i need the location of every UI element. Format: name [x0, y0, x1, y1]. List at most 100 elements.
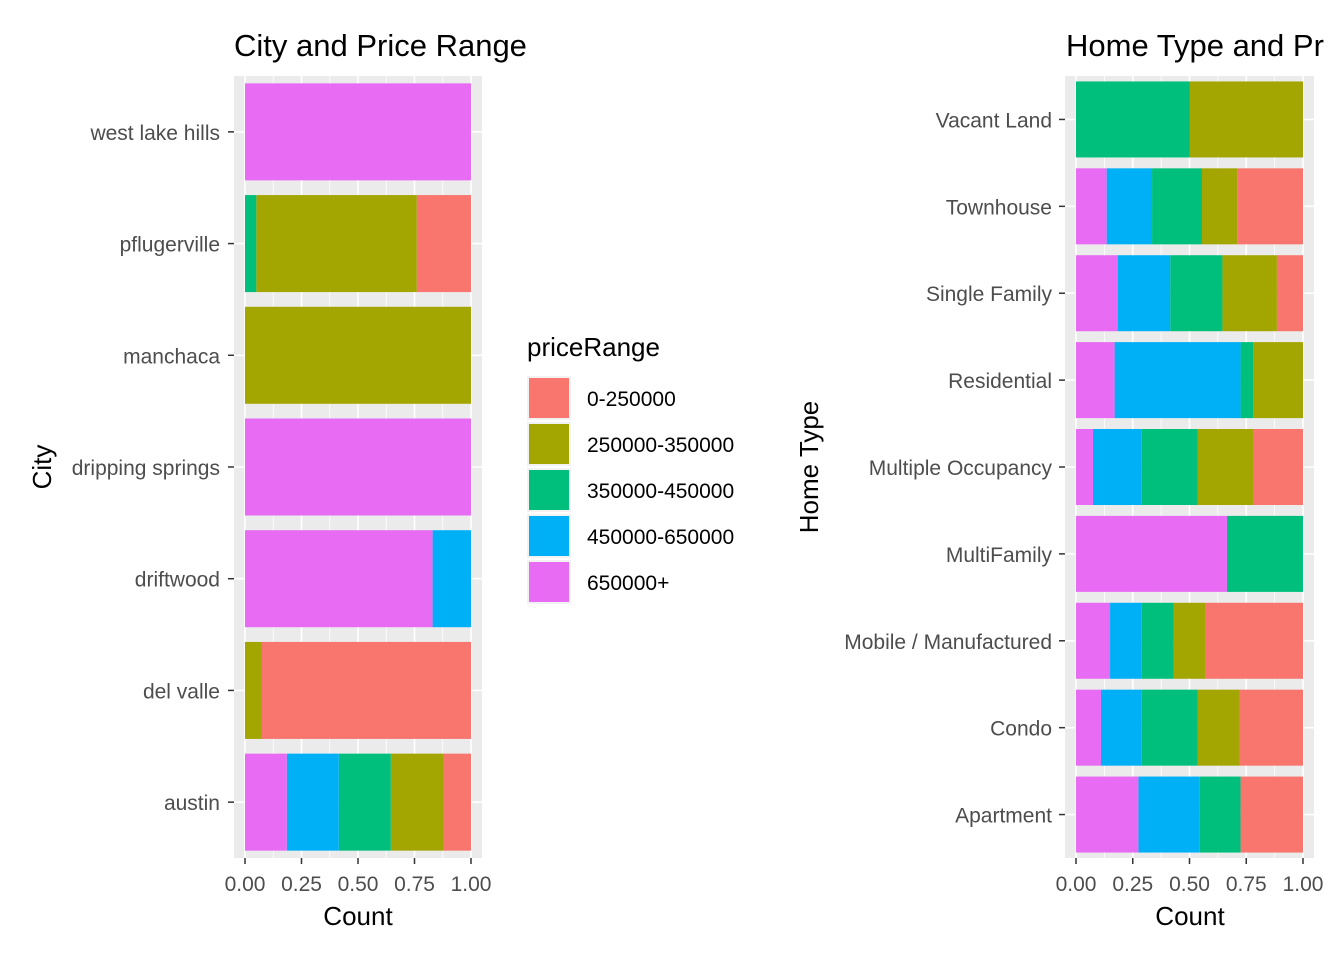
bar-segment: [1170, 255, 1223, 332]
legend-title: priceRange: [527, 332, 660, 362]
x-tick-label: 0.25: [281, 873, 322, 896]
y-tick-label: Residential: [948, 370, 1052, 393]
bar-segment: [1240, 342, 1254, 419]
bar-segment: [1117, 255, 1171, 332]
panel-city: City and Price Range Count City 0.00 0.25…: [27, 28, 527, 931]
x-tick-label: 0.25: [1112, 873, 1153, 896]
axes-city: 0.00 0.25 0.50 0.75 1.00 austin del valle drift…: [72, 122, 492, 896]
bar-segment: [1253, 342, 1303, 419]
bar-segment: [1110, 602, 1142, 679]
y-tick-label: austin: [164, 792, 220, 815]
bar-segment: [1141, 602, 1174, 679]
y-tick-label: Single Family: [926, 283, 1053, 306]
bars-city: [245, 83, 471, 851]
bar-segment: [256, 195, 417, 293]
bar-segment: [1106, 168, 1153, 245]
y-tick-label: Vacant Land: [936, 109, 1052, 132]
x-axis-title-hometype: Count: [1155, 901, 1225, 931]
chart-title-hometype: Home Type and Pr: [1066, 28, 1324, 63]
bar-segment: [1076, 81, 1190, 158]
bar-segment: [443, 753, 471, 851]
bar-segment: [1076, 689, 1101, 766]
bar-segment: [1197, 689, 1240, 766]
y-tick-label: Multiple Occupancy: [869, 457, 1053, 480]
legend-swatch-4: [529, 562, 569, 602]
y-tick-label: driftwood: [135, 569, 220, 592]
bars-hometype: [1076, 81, 1303, 853]
x-axis-title-city: Count: [323, 901, 393, 931]
panel-hometype: Home Type and Pr Count Home Type 0.00 0.2…: [794, 28, 1324, 931]
bar-segment: [1237, 168, 1303, 245]
axes-hometype: 0.00 0.25 0.50 0.75 1.00 Apartment Condo Mobile…: [844, 109, 1323, 896]
bar-segment: [390, 753, 444, 851]
bar-segment: [1141, 429, 1198, 505]
bar-segment: [1093, 429, 1142, 505]
bar-segment: [416, 195, 471, 293]
bar-segment: [245, 530, 433, 628]
bar-segment: [1152, 168, 1202, 245]
x-tick-label: 0.00: [1056, 873, 1097, 896]
bar-segment: [1076, 168, 1107, 245]
bar-segment: [432, 530, 471, 628]
bar-segment: [1222, 255, 1277, 332]
y-tick-label: pflugerville: [120, 234, 220, 257]
bar-segment: [245, 641, 262, 739]
bar-segment: [1253, 429, 1303, 505]
bar-segment: [245, 195, 257, 293]
bar-segment: [245, 753, 287, 851]
legend-label-0: 0-250000: [587, 388, 676, 411]
y-tick-label: west lake hills: [89, 122, 220, 145]
bar-segment: [1114, 342, 1241, 419]
bar-segment: [1240, 776, 1303, 853]
x-tick-label: 0.75: [1226, 873, 1267, 896]
bar-segment: [1076, 255, 1118, 332]
y-tick-label: Condo: [990, 718, 1052, 741]
legend-label-2: 350000-450000: [587, 480, 734, 503]
bar-segment: [1076, 429, 1094, 505]
legend-label-4: 650000+: [587, 572, 669, 595]
bar-segment: [1076, 515, 1227, 592]
chart-title-city: City and Price Range: [234, 28, 527, 63]
x-tick-label: 1.00: [1283, 873, 1324, 896]
y-tick-label: del valle: [143, 680, 220, 703]
y-tick-label: Mobile / Manufactured: [844, 631, 1052, 654]
bar-segment: [1201, 168, 1238, 245]
y-tick-label: manchaca: [123, 345, 220, 368]
bar-segment: [1100, 689, 1142, 766]
y-tick-label: Townhouse: [946, 196, 1052, 219]
bar-segment: [1173, 602, 1206, 679]
x-tick-label: 0.50: [338, 873, 379, 896]
y-axis-title-city: City: [27, 445, 57, 490]
y-tick-label: dripping springs: [72, 457, 220, 480]
bar-segment: [338, 753, 391, 851]
legend: priceRange 0-250000 250000-350000 350000…: [527, 332, 734, 604]
bar-segment: [245, 83, 471, 181]
x-tick-label: 1.00: [451, 873, 492, 896]
bar-segment: [286, 753, 339, 851]
x-tick-label: 0.00: [225, 873, 266, 896]
bar-segment: [1076, 776, 1139, 853]
legend-swatch-0: [529, 378, 569, 418]
x-tick-label: 0.75: [394, 873, 435, 896]
y-tick-label: MultiFamily: [946, 544, 1053, 567]
x-tick-label: 0.50: [1169, 873, 1210, 896]
bar-segment: [1226, 515, 1303, 592]
bar-segment: [1239, 689, 1303, 766]
legend-swatch-2: [529, 470, 569, 510]
bar-segment: [1076, 342, 1115, 419]
bar-segment: [1141, 689, 1198, 766]
bar-segment: [1197, 429, 1254, 505]
bar-segment: [245, 418, 471, 516]
y-axis-title-hometype: Home Type: [794, 401, 824, 533]
bar-segment: [1276, 255, 1303, 332]
legend-label-1: 250000-350000: [587, 434, 734, 457]
y-tick-label: Apartment: [955, 805, 1052, 828]
bar-segment: [1205, 602, 1303, 679]
bar-segment: [261, 641, 471, 739]
bar-segment: [1076, 602, 1111, 679]
bar-segment: [1199, 776, 1241, 853]
bar-segment: [245, 306, 471, 404]
legend-swatch-1: [529, 424, 569, 464]
bar-segment: [1138, 776, 1200, 853]
